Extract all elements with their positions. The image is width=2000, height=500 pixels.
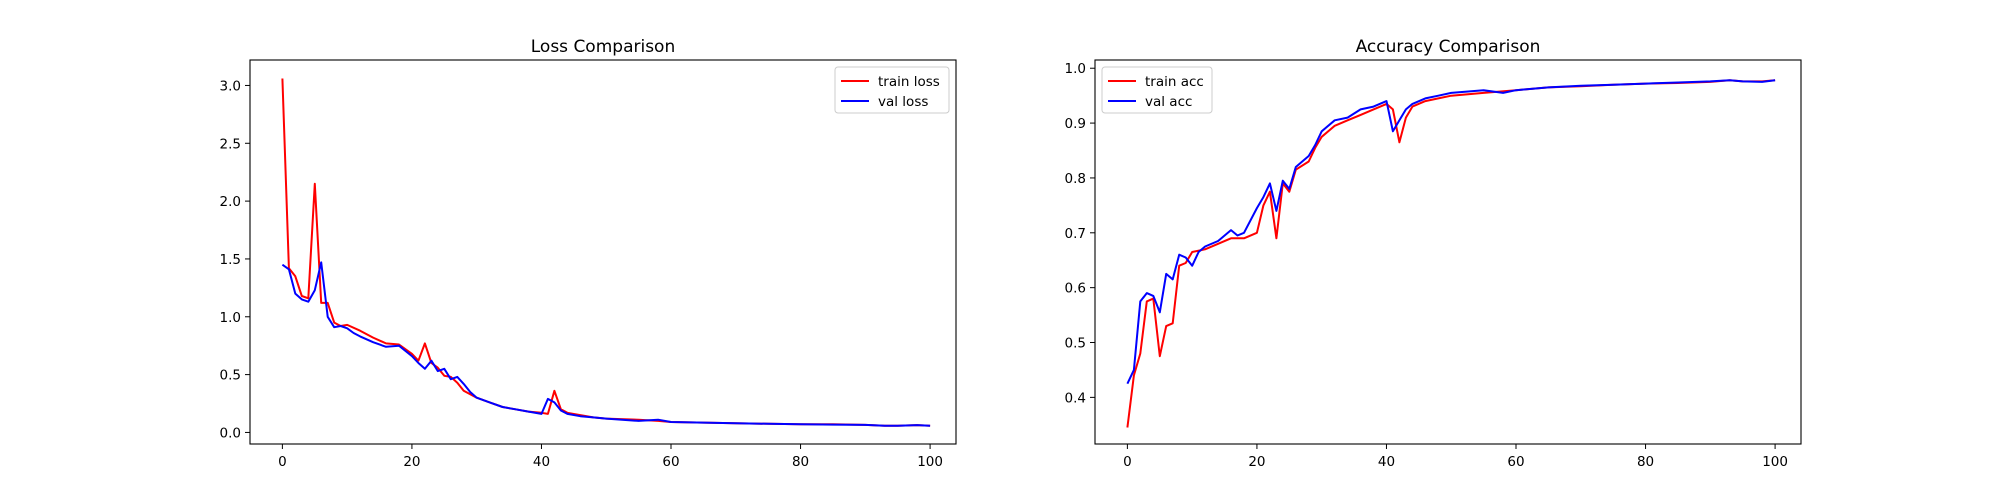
accuracy-chart: Accuracy Comparison 0 20 40 60 80 100 0.4 0.5 0.… <box>1065 37 1802 470</box>
loss-y-tick-label: 1.5 <box>220 252 241 268</box>
loss-x-tick-label: 0 <box>278 454 287 470</box>
loss-plot-background <box>250 60 956 444</box>
loss-series-line-val-loss <box>281 261 931 427</box>
loss-y-tick-label: 0.0 <box>220 425 241 441</box>
acc-y-tick-label: 0.4 <box>1065 390 1086 406</box>
loss-y-tick-label: 2.5 <box>220 136 241 152</box>
loss-chart-title: Loss Comparison <box>531 37 675 57</box>
acc-y-tick-label: 0.7 <box>1065 226 1086 242</box>
accuracy-chart-plot-area: 0 20 40 60 80 100 0.4 0.5 0.6 0.7 0.8 0.9 1.0 train a… <box>1065 59 1802 470</box>
loss-legend-label: val loss <box>878 94 928 110</box>
loss-chart: Loss Comparison 0 20 40 60 80 100 0.0 0.5 1.0 1.5… <box>220 37 957 470</box>
acc-x-tick-label: 100 <box>1762 454 1788 470</box>
loss-y-tick-label: 0.5 <box>220 368 241 384</box>
acc-x-tick-label: 20 <box>1248 454 1265 470</box>
loss-y-tick-label: 1.0 <box>220 310 241 326</box>
loss-axes-frame <box>249 59 957 445</box>
loss-x-tick-label: 20 <box>403 454 420 470</box>
loss-x-tick-label: 40 <box>533 454 550 470</box>
acc-series-line-val-acc <box>1126 79 1776 385</box>
acc-legend-label: train acc <box>1145 74 1204 90</box>
acc-x-tick-label: 40 <box>1378 454 1395 470</box>
loss-y-tick-label: 3.0 <box>220 78 241 94</box>
acc-y-tick-label: 0.9 <box>1065 116 1086 132</box>
loss-x-tick-label: 80 <box>792 454 809 470</box>
loss-y-tick-label: 2.0 <box>220 194 241 210</box>
loss-x-tick-label: 60 <box>662 454 679 470</box>
acc-y-tick-label: 0.6 <box>1065 281 1086 297</box>
loss-legend-label: train loss <box>878 74 940 90</box>
acc-x-tick-label: 0 <box>1123 454 1132 470</box>
accuracy-chart-title: Accuracy Comparison <box>1356 37 1541 57</box>
acc-y-tick-label: 1.0 <box>1065 61 1086 77</box>
acc-axes-frame <box>1094 59 1802 445</box>
acc-x-tick-label: 80 <box>1637 454 1654 470</box>
loss-chart-plot-area: 0 20 40 60 80 100 0.0 0.5 1.0 1.5 2.0 2.5 3.0 train l… <box>220 59 957 470</box>
acc-x-tick-label: 60 <box>1507 454 1524 470</box>
acc-legend-label: val acc <box>1145 94 1192 110</box>
acc-y-tick-label: 0.8 <box>1065 171 1086 187</box>
acc-plot-background <box>1095 60 1801 444</box>
acc-y-tick-label: 0.5 <box>1065 336 1086 352</box>
loss-x-tick-label: 100 <box>917 454 943 470</box>
